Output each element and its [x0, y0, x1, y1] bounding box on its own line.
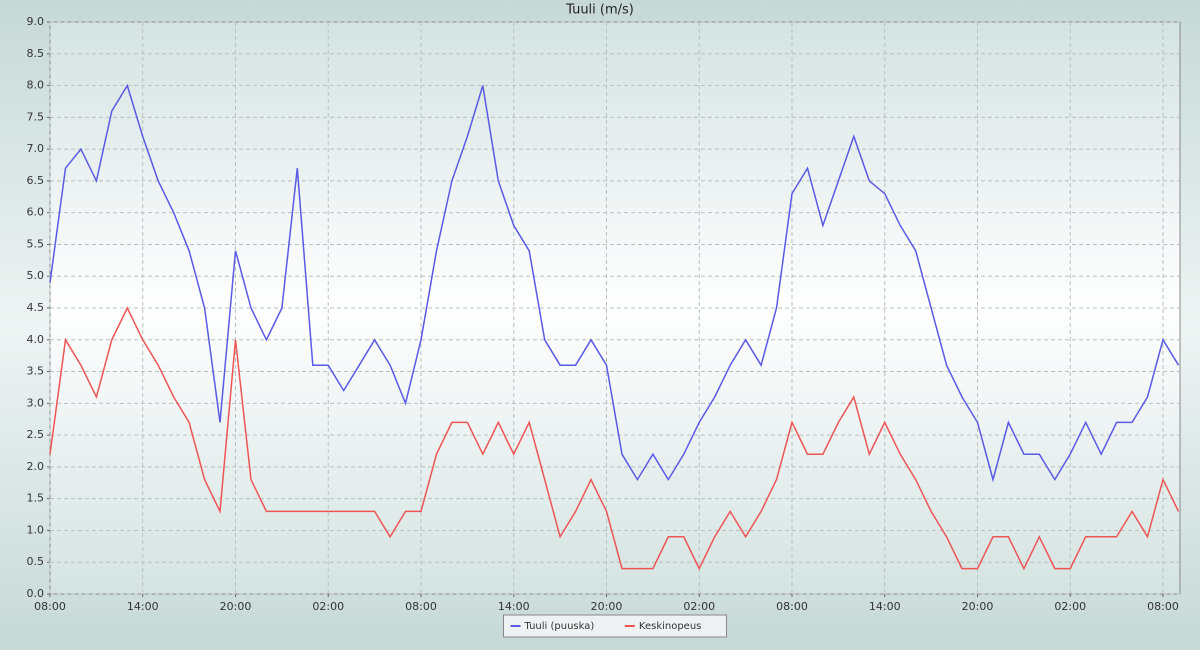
y-tick-label: 1.5 [27, 492, 45, 505]
y-tick-label: 9.0 [27, 15, 45, 28]
x-tick-label: 20:00 [591, 600, 623, 613]
y-tick-label: 7.0 [27, 142, 45, 155]
legend: Tuuli (puuska) Keskinopeus [503, 614, 727, 638]
x-tick-label: 08:00 [776, 600, 808, 613]
y-tick-label: 6.0 [27, 206, 45, 219]
x-tick-label: 02:00 [1054, 600, 1086, 613]
y-tick-label: 4.5 [27, 301, 45, 314]
y-tick-label: 3.0 [27, 396, 45, 409]
y-tick-label: 6.5 [27, 174, 45, 187]
y-tick-label: 0.0 [27, 587, 45, 600]
y-tick-label: 7.5 [27, 110, 45, 123]
x-tick-label: 02:00 [683, 600, 715, 613]
x-tick-label: 14:00 [127, 600, 159, 613]
y-tick-label: 3.5 [27, 365, 45, 378]
y-tick-label: 8.5 [27, 47, 45, 60]
y-tick-label: 2.5 [27, 428, 45, 441]
x-tick-label: 20:00 [962, 600, 994, 613]
x-tick-label: 02:00 [312, 600, 344, 613]
series-line [49, 83, 1180, 483]
x-tick-label: 20:00 [220, 600, 252, 613]
y-tick-label: 2.0 [27, 460, 45, 473]
y-tick-label: 5.5 [27, 237, 45, 250]
legend-box [503, 614, 727, 638]
x-tick-label: 08:00 [34, 600, 66, 613]
legend-label: Keskinopeus [639, 621, 702, 632]
x-tick-label: 14:00 [498, 600, 530, 613]
chart-title: Tuuli (m/s) [565, 3, 634, 18]
x-tick-label: 14:00 [869, 600, 901, 613]
y-tick-label: 5.0 [27, 269, 45, 282]
series-line [49, 306, 1180, 571]
x-tick-label: 08:00 [405, 600, 437, 613]
y-tick-label: 8.0 [27, 79, 45, 92]
legend-label: Tuuli (puuska) [524, 621, 595, 632]
y-tick-label: 4.0 [27, 333, 45, 346]
y-tick-label: 1.0 [27, 523, 45, 536]
y-tick-label: 0.5 [27, 555, 45, 568]
x-tick-label: 08:00 [1147, 600, 1179, 613]
